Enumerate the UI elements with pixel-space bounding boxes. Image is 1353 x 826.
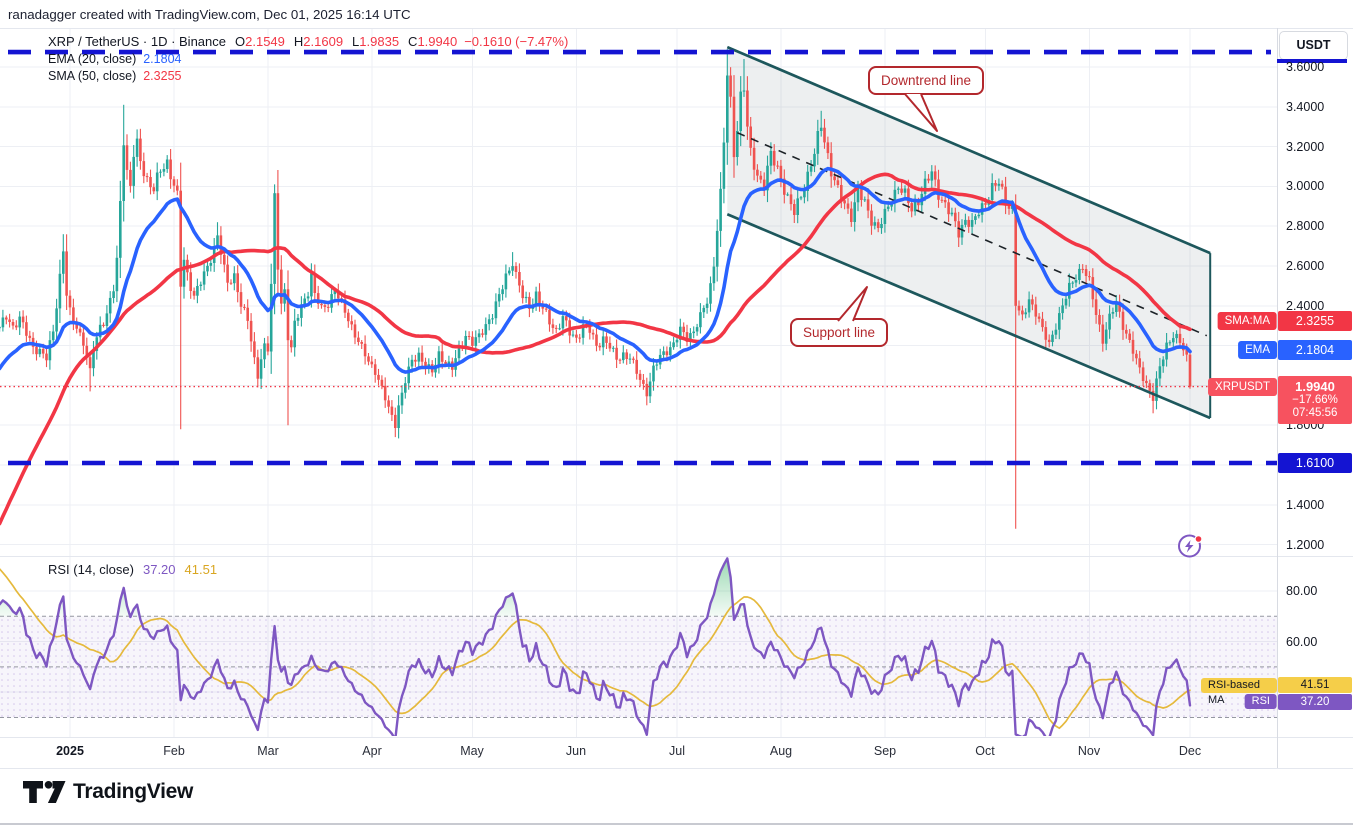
price-tick-label: 3.6000 [1286,60,1325,74]
ema-value: 2.1804 [143,51,182,66]
support-callout-label: Support line [803,325,876,340]
screenshot-bottom-edge [0,823,1353,825]
rsi-ma-value: 41.51 [184,562,218,577]
rsi-ma-price-badge: 41.51 [1278,677,1352,693]
rsi-legend-row[interactable]: RSI (14, close) 37.20 41.51 [48,562,217,577]
time-axis-label: Feb [163,744,185,758]
rsi-ma-tag: RSI-based MA [1201,678,1277,706]
time-axis-label: Dec [1178,744,1202,758]
downtrend-line[interactable] [726,45,1211,255]
rsi-price-badge: 37.20 [1278,694,1352,710]
sma-label: SMA (50, close) [48,69,137,83]
time-axis-label: Jun [565,744,587,758]
time-axis-label: Mar [257,744,279,758]
price-tick-label: 2.6000 [1286,259,1325,273]
sma-price-badge: 2.3255 [1278,311,1352,331]
symbol-tag: XRPUSDT [1208,378,1277,396]
price-axis-border [1277,28,1278,768]
support-line[interactable] [726,213,1211,420]
time-axis-label: Aug [769,744,793,758]
ohlc-low: L1.9835 [352,34,400,49]
rsi-tag: RSI [1244,694,1277,709]
ema-tag: EMA [1238,341,1277,359]
price-tick-label: 2.4000 [1286,299,1325,313]
legend: XRP / TetherUS · 1D · Binance O2.1549 H2… [48,33,568,86]
bar-countdown: 07:45:56 [1292,407,1338,419]
rsi-value: 37.20 [142,562,176,577]
ohlc-close: C1.9940 [408,34,458,49]
time-axis-label: 2025 [56,744,84,758]
price-tick-label: 2.8000 [1286,219,1325,233]
last-change-pct: −17.66% [1292,394,1338,406]
legend-symbol-row[interactable]: XRP / TetherUS · 1D · Binance O2.1549 H2… [48,33,568,51]
rsi-ma-line[interactable] [0,568,1191,730]
last-price-badge: 1.9940 −17.66% 07:45:56 [1278,376,1352,424]
tradingview-logo[interactable]: TradingView [22,780,193,804]
support-level-badge: 1.6100 [1278,453,1352,473]
downtrend-callout[interactable]: Downtrend line [868,66,985,95]
downtrend-callout-label: Downtrend line [881,73,972,88]
rsi-line[interactable] [0,557,1192,739]
time-axis-label: Jul [669,744,685,758]
ema-price-badge: 2.1804 [1278,340,1352,360]
sma-value: 2.3255 [143,69,182,83]
last-price: 1.9940 [1295,379,1335,394]
currency-toggle-button[interactable]: USDT [1279,31,1348,60]
resistance-line-axis-strip [1277,59,1347,63]
pane-top-border [0,28,1353,29]
tradingview-wordmark: TradingView [73,780,194,803]
ohlc-open: O2.1549 [235,34,285,49]
time-axis-separator [0,737,1353,738]
time-axis-label: Sep [873,744,897,758]
change-value: −0.1610 (−7.47%) [464,34,569,49]
grid [0,29,1277,737]
legend-ema-row[interactable]: EMA (20, close) 2.1804 [48,51,568,69]
rsi-tick-label: 60.00 [1286,635,1318,649]
channel-median-line[interactable] [736,131,1208,337]
legend-sma-row[interactable]: SMA (50, close) 2.3255 [48,68,568,86]
ema20-line[interactable] [0,166,1192,374]
candles[interactable] [0,49,1192,529]
price-tick-label: 3.0000 [1286,179,1325,193]
downtrend-callout-tail [904,93,938,132]
watermark: ranadagger created with TradingView.com,… [8,7,411,22]
rsi-label: RSI (14, close) [48,562,134,577]
rsi-tick-label: 80.00 [1286,584,1318,598]
ema-label: EMA (20, close) [48,51,137,66]
tradingview-glyph-icon [23,781,66,803]
rsi-pane-separator [0,556,1353,557]
price-tick-label: 3.2000 [1286,140,1325,154]
symbol-title: XRP / TetherUS · 1D · Binance [48,34,226,49]
price-tick-label: 3.4000 [1286,100,1325,114]
sma-tag: SMA:MA [1217,312,1277,330]
price-tick-label: 1.2000 [1286,538,1325,552]
time-axis-label: Oct [975,744,995,758]
chart-bottom-border [0,768,1353,769]
time-axis-label: Nov [1077,744,1101,758]
ohlc-high: H2.1609 [293,34,344,49]
flash-icon[interactable] [1176,531,1206,561]
time-axis-label: Apr [362,744,382,758]
time-axis-label: May [460,744,484,758]
support-callout-tail [837,286,868,322]
price-tick-label: 1.4000 [1286,498,1325,512]
